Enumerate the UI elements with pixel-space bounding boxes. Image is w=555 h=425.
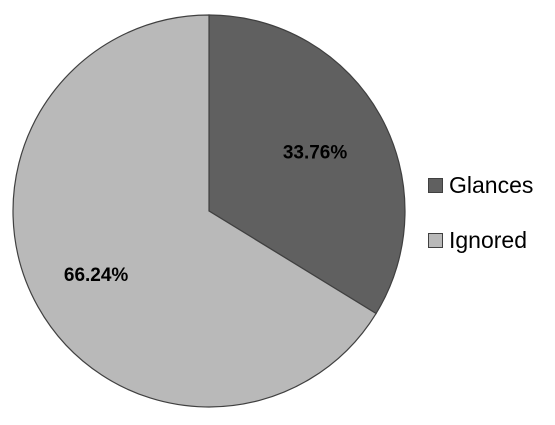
slice-label-glances: 33.76% (283, 143, 348, 164)
slice-labels: 33.76% 66.24% (64, 143, 347, 287)
legend-item-glances: Glances (428, 171, 533, 199)
legend-item-ignored: Ignored (428, 226, 533, 254)
slice-label-ignored: 66.24% (64, 265, 129, 286)
legend-label-ignored: Ignored (449, 226, 528, 253)
legend: Glances Ignored (428, 171, 533, 281)
legend-swatch-glances (428, 177, 443, 193)
legend-label-glances: Glances (449, 171, 534, 198)
pie-slice-ignored (12, 14, 377, 408)
legend-swatch-ignored (428, 232, 443, 248)
pie-slice-glances (208, 14, 406, 315)
pie-slices (12, 14, 406, 408)
